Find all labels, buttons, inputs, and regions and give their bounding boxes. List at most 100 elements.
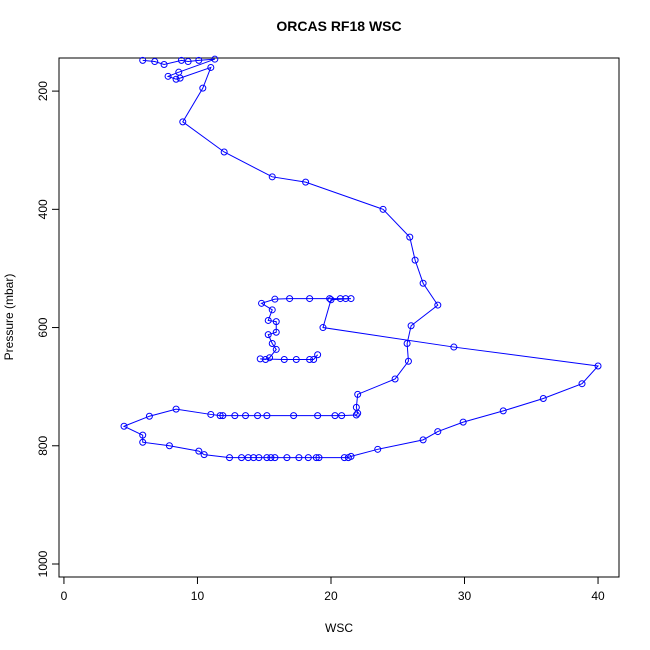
- data-point: [263, 454, 271, 462]
- data-point: [266, 354, 274, 362]
- data-point: [379, 205, 387, 213]
- data-point: [211, 55, 219, 63]
- data-point: [151, 58, 159, 66]
- data-point: [220, 148, 228, 156]
- data-point: [319, 324, 327, 332]
- data-point: [347, 452, 355, 460]
- y-axis-label: Pressure (mbar): [2, 274, 16, 361]
- data-point: [258, 299, 266, 307]
- data-point: [411, 256, 419, 264]
- data-point: [434, 301, 442, 309]
- data-point: [419, 436, 427, 444]
- data-point: [306, 355, 314, 363]
- data-point: [306, 295, 314, 303]
- data-point: [336, 295, 344, 303]
- data-point: [391, 375, 399, 383]
- data-point: [219, 412, 227, 420]
- data-point: [340, 454, 348, 462]
- data-point: [179, 118, 187, 126]
- data-point: [195, 447, 203, 455]
- data-point: [352, 411, 360, 419]
- y-tick-label: 1000: [36, 550, 50, 577]
- data-point: [295, 454, 303, 462]
- data-point: [312, 454, 320, 462]
- data-point: [314, 351, 322, 359]
- data-point: [172, 405, 180, 413]
- data-point: [283, 454, 291, 462]
- data-point: [326, 295, 334, 303]
- data-point: [268, 306, 276, 314]
- data-point: [250, 454, 258, 462]
- y-tick-label: 400: [36, 199, 50, 219]
- data-point: [226, 454, 234, 462]
- data-point: [290, 412, 298, 420]
- data-point: [280, 355, 288, 363]
- data-point: [310, 355, 318, 363]
- y-tick-label: 600: [36, 317, 50, 337]
- data-point: [406, 233, 414, 241]
- x-tick-label: 10: [191, 589, 205, 603]
- chart-title: ORCAS RF18 WSC: [276, 18, 401, 34]
- data-point: [200, 451, 208, 459]
- data-point: [450, 343, 458, 351]
- data-point: [160, 61, 168, 69]
- x-tick-label: 0: [61, 589, 68, 603]
- data-point: [331, 412, 339, 420]
- data-point: [139, 431, 147, 439]
- data-point: [314, 412, 322, 420]
- data-point: [338, 412, 346, 420]
- data-point: [347, 295, 355, 303]
- data-point: [419, 279, 427, 287]
- x-tick-label: 40: [591, 589, 605, 603]
- data-point: [578, 380, 586, 388]
- data-point: [254, 412, 262, 420]
- data-point: [272, 328, 280, 336]
- y-tick-label: 800: [36, 435, 50, 455]
- data-point: [264, 331, 272, 339]
- data-point: [184, 58, 192, 66]
- data-point: [263, 412, 271, 420]
- data-point: [268, 340, 276, 348]
- data-point: [354, 409, 362, 417]
- data-point: [272, 318, 280, 326]
- data-point: [594, 362, 602, 370]
- data-point: [268, 173, 276, 181]
- y-tick-label: 200: [36, 81, 50, 101]
- data-point: [292, 355, 300, 363]
- data-point: [231, 412, 239, 420]
- data-point: [139, 438, 147, 446]
- x-axis-label: WSC: [325, 621, 353, 635]
- data-point: [499, 407, 507, 415]
- data-point: [164, 72, 172, 80]
- data-point: [267, 454, 275, 462]
- data-point: [342, 295, 350, 303]
- data-point: [304, 454, 312, 462]
- data-point: [238, 454, 246, 462]
- data-point: [262, 355, 270, 363]
- data-point: [195, 56, 203, 64]
- data-point: [139, 56, 147, 64]
- data-point: [434, 428, 442, 436]
- data-point: [404, 357, 412, 365]
- data-point: [244, 454, 252, 462]
- data-point: [264, 316, 272, 324]
- x-tick-label: 20: [324, 589, 338, 603]
- data-point: [327, 296, 335, 304]
- data-point: [165, 442, 173, 450]
- data-point: [286, 295, 294, 303]
- data-point: [271, 454, 279, 462]
- data-point: [207, 63, 215, 71]
- plot-frame: [58, 57, 620, 578]
- data-point: [403, 340, 411, 348]
- data-point: [207, 410, 215, 418]
- data-point: [177, 56, 185, 64]
- data-point: [354, 390, 362, 398]
- data-point: [271, 295, 279, 303]
- data-point: [242, 412, 250, 420]
- data-point: [272, 345, 280, 353]
- data-point: [172, 75, 180, 83]
- data-point: [374, 445, 382, 453]
- data-point: [216, 412, 224, 420]
- data-point: [302, 178, 310, 186]
